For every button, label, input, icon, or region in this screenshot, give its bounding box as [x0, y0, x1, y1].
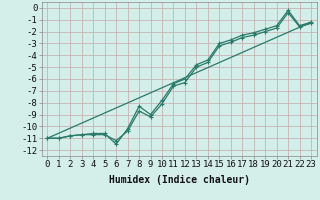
X-axis label: Humidex (Indice chaleur): Humidex (Indice chaleur) — [109, 175, 250, 185]
